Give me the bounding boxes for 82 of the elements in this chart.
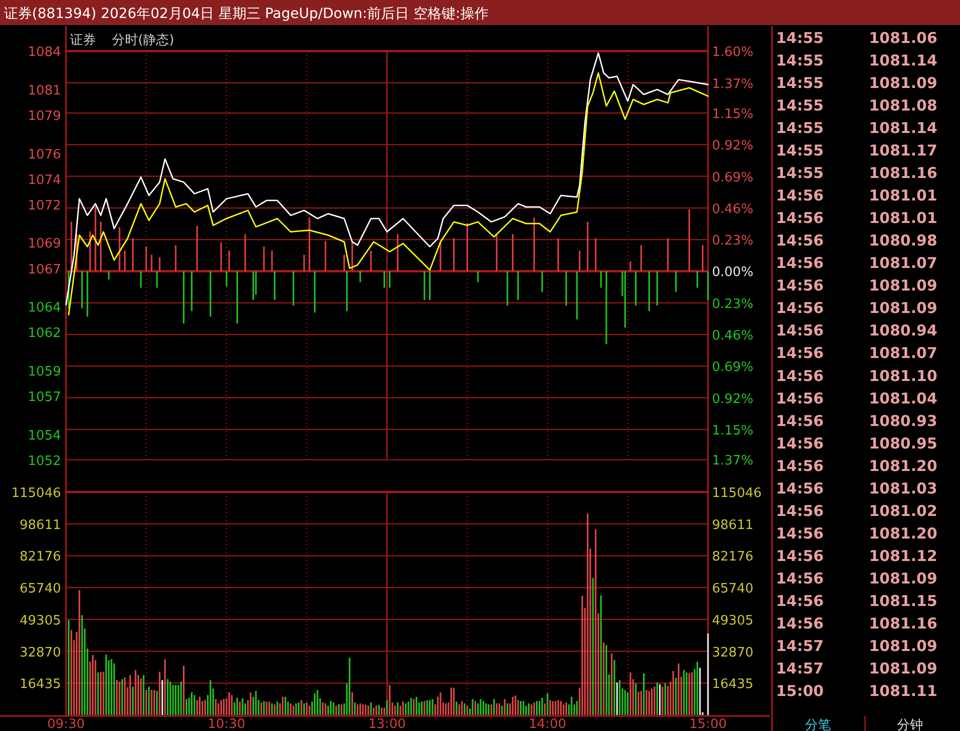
- y2-tick-label: 82176: [712, 550, 754, 565]
- y-tick-label: 1057: [28, 390, 61, 406]
- y-tick-label: 1081: [28, 83, 61, 98]
- x-tick-label: 09:30: [47, 717, 85, 731]
- y2-tick-label: 1.37%: [712, 76, 754, 92]
- y2-tick-label: 0.23%: [712, 296, 754, 312]
- y2-tick-label: 0.00%: [712, 265, 754, 280]
- text: 14:56 1081.03: [776, 479, 938, 498]
- y-tick-label: 98611: [20, 518, 61, 533]
- y2-tick-label: 16435: [712, 677, 754, 692]
- text: 14:56 1080.98: [776, 232, 938, 250]
- text: 14:55 1081.09: [776, 74, 938, 92]
- y-tick-label: 1054: [28, 428, 61, 444]
- text: 14:55 1081.16: [776, 164, 938, 182]
- text: 14:56 1080.94: [776, 322, 938, 340]
- y2-tick-label: 0.69%: [712, 170, 754, 186]
- y2-tick-label: 0.46%: [712, 202, 754, 217]
- text: 14:56 1081.09: [776, 569, 938, 588]
- text: 14:55 1081.08: [776, 96, 938, 115]
- text: 14:56 1080.95: [776, 434, 938, 452]
- y2-tick-label: 49305: [712, 613, 754, 628]
- text: 14:56 1081.10: [776, 366, 938, 385]
- text: 14:56 1081.16: [776, 614, 938, 632]
- y-tick-label: 1059: [28, 364, 61, 380]
- text: 分时(静态): [112, 33, 174, 48]
- y-tick-label: 115046: [11, 486, 61, 501]
- y-tick-label: 1064: [28, 300, 61, 316]
- y2-tick-label: 1.37%: [712, 454, 754, 469]
- text: 14:56 1080.93: [776, 412, 938, 430]
- text: 分钟: [897, 718, 923, 731]
- x-tick-label: 14:00: [528, 717, 566, 731]
- y-tick-label: 1062: [28, 326, 61, 342]
- x-tick-label: 13:00: [368, 717, 406, 731]
- y-tick-label: 82176: [20, 550, 61, 565]
- text: 14:56 1081.07: [776, 344, 938, 362]
- text: 14:55 1081.14: [776, 119, 938, 138]
- y-tick-label: 1084: [28, 45, 61, 60]
- x-tick-label: 10:30: [208, 717, 246, 731]
- text: 分笔: [805, 718, 831, 731]
- y-tick-label: 16435: [20, 677, 61, 692]
- text: 14:55 1081.14: [776, 52, 938, 70]
- y2-tick-label: 1.15%: [712, 423, 754, 438]
- text: 14:56 1081.04: [776, 389, 938, 408]
- text: 14:56 1081.01: [776, 209, 938, 228]
- text: 14:56 1081.09: [776, 276, 938, 295]
- y-tick-label: 1079: [28, 108, 61, 124]
- text: 14:56 1081.15: [776, 592, 938, 610]
- text: 14:56 1081.20: [776, 524, 938, 542]
- y2-tick-label: 98611: [712, 518, 754, 533]
- text: 14:56 1081.07: [776, 254, 938, 272]
- text: 14:56 1081.02: [776, 502, 938, 520]
- y-tick-label: 1069: [28, 236, 61, 252]
- text: 14:56 1081.01: [776, 186, 938, 205]
- y-tick-label: 1072: [28, 198, 61, 214]
- text: 14:57 1081.09: [776, 636, 938, 655]
- text: 14:56 1081.09: [776, 299, 938, 318]
- y2-tick-label: 0.23%: [712, 234, 754, 249]
- y-tick-label: 1052: [28, 454, 61, 469]
- y2-tick-label: 1.15%: [712, 107, 754, 122]
- y2-tick-label: 0.92%: [712, 392, 754, 407]
- y-tick-label: 65740: [20, 582, 61, 597]
- text: 15:00 1081.11: [776, 682, 938, 700]
- chart-subtitle: 证券: [70, 33, 96, 48]
- y-tick-label: 1067: [28, 262, 61, 278]
- y2-tick-label: 115046: [712, 486, 762, 501]
- text: 14:56 1081.12: [776, 546, 938, 565]
- y2-tick-label: 0.92%: [712, 138, 754, 154]
- text: 14:57 1081.09: [776, 659, 938, 678]
- y2-tick-label: 32870: [712, 645, 754, 660]
- y2-tick-label: 1.60%: [712, 45, 754, 60]
- chart-title: 证券(881394) 2026年02月04日 星期三 PageUp/Down:前后日 空格键:操作: [4, 6, 488, 22]
- y-tick-label: 32870: [20, 645, 61, 660]
- y2-tick-label: 65740: [712, 582, 754, 597]
- text: 14:55 1081.06: [776, 29, 938, 47]
- y-tick-label: 1074: [28, 172, 61, 188]
- text: 14:56 1081.20: [776, 456, 938, 475]
- x-tick-label: 15:00: [689, 717, 727, 731]
- y-tick-label: 49305: [20, 613, 61, 628]
- y-tick-label: 1076: [28, 147, 61, 162]
- y2-tick-label: 0.46%: [712, 328, 754, 344]
- y2-tick-label: 0.69%: [712, 360, 754, 376]
- text: 14:55 1081.17: [776, 142, 938, 160]
